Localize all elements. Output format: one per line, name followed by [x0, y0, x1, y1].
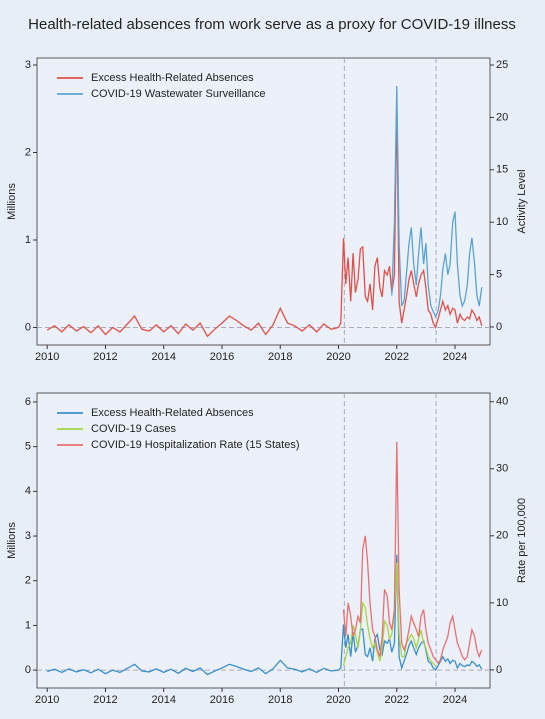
- y2-tick-label: 20: [496, 111, 508, 123]
- y2-axis-label: Rate per 100,000: [516, 498, 528, 583]
- x-tick-label: 2020: [326, 694, 350, 706]
- x-tick-label: 2012: [93, 351, 117, 363]
- y-tick-label: 3: [25, 530, 31, 542]
- y2-tick-label: 15: [496, 164, 508, 176]
- y2-tick-label: 10: [496, 216, 508, 228]
- x-tick-label: 2016: [210, 351, 234, 363]
- y-tick-label: 2: [25, 575, 31, 587]
- legend-label: COVID-19 Wastewater Surveillance: [91, 88, 265, 100]
- y-tick-label: 1: [25, 619, 31, 631]
- x-tick-label: 2018: [268, 351, 292, 363]
- y2-tick-label: 40: [496, 396, 508, 408]
- y-tick-label: 1: [25, 234, 31, 246]
- series-line: [47, 554, 483, 676]
- y2-tick-label: 20: [496, 530, 508, 542]
- y-tick-label: 3: [25, 59, 31, 71]
- y2-tick-label: 0: [496, 664, 502, 676]
- y-axis-label: Millions: [6, 522, 18, 559]
- y2-tick-label: 5: [496, 268, 502, 280]
- x-tick-label: 2014: [151, 351, 175, 363]
- series-line: [342, 562, 436, 667]
- y2-tick-label: 10: [496, 597, 508, 609]
- y-tick-label: 5: [25, 441, 31, 453]
- page-title: Health-related absences from work serve …: [28, 16, 516, 33]
- y2-tick-label: 25: [496, 59, 508, 71]
- y2-tick-label: 0: [496, 321, 502, 333]
- series-line: [342, 441, 483, 665]
- y-axis-label: Millions: [6, 183, 18, 220]
- x-tick-label: 2024: [443, 694, 467, 706]
- x-tick-label: 2012: [93, 694, 117, 706]
- x-tick-label: 2022: [385, 351, 409, 363]
- x-tick-label: 2022: [385, 694, 409, 706]
- legend-label: Excess Health-Related Absences: [91, 407, 254, 419]
- legend-label: COVID-19 Cases: [91, 423, 176, 435]
- y-tick-label: 6: [25, 396, 31, 408]
- x-tick-label: 2020: [326, 351, 350, 363]
- y-tick-label: 2: [25, 146, 31, 158]
- x-tick-label: 2016: [210, 694, 234, 706]
- x-tick-label: 2018: [268, 694, 292, 706]
- legend-label: COVID-19 Hospitalization Rate (15 States…: [91, 439, 299, 451]
- legend-label: Excess Health-Related Absences: [91, 72, 254, 84]
- y2-axis-label: Activity Level: [516, 169, 528, 233]
- y2-tick-label: 30: [496, 463, 508, 475]
- series-line: [46, 101, 483, 338]
- y-tick-label: 0: [25, 664, 31, 676]
- plot-area: [36, 57, 491, 346]
- series-line: [391, 85, 483, 319]
- x-tick-label: 2010: [35, 694, 59, 706]
- y-tick-label: 0: [25, 321, 31, 333]
- x-tick-label: 2014: [151, 694, 175, 706]
- x-tick-label: 2024: [443, 351, 467, 363]
- plot-area: [36, 392, 491, 689]
- x-tick-label: 2010: [35, 351, 59, 363]
- y-tick-label: 4: [25, 485, 31, 497]
